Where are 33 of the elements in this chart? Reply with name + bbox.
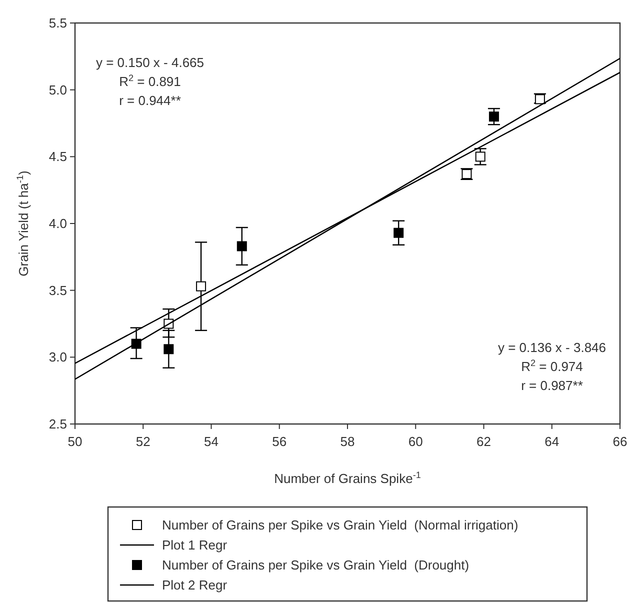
annotation: y = 0.150 x - 4.665 bbox=[96, 55, 204, 70]
legend-label: Plot 1 Regr bbox=[162, 538, 228, 553]
y-tick-label: 3.0 bbox=[48, 350, 67, 365]
annotation: R$^{2}$ = 0.891 bbox=[119, 73, 181, 89]
point bbox=[196, 281, 206, 292]
point bbox=[164, 344, 174, 354]
x-tick-label: 50 bbox=[68, 434, 82, 449]
annotation: r = 0.987** bbox=[521, 378, 583, 393]
x-tick-label: 56 bbox=[272, 434, 287, 449]
annotation: r = 0.944** bbox=[119, 93, 181, 108]
x-tick-label: 58 bbox=[340, 434, 355, 449]
y-tick-label: 5.5 bbox=[48, 16, 67, 31]
x-tick-label: 64 bbox=[544, 434, 560, 449]
y-tick-label: 5.0 bbox=[48, 82, 67, 98]
annotation: y = 0.136 x - 3.846 bbox=[498, 340, 606, 355]
legend-label: Plot 2 Regr bbox=[162, 578, 228, 593]
x-tick-label: 66 bbox=[612, 434, 628, 449]
x-axis-title: Number of Grains Spike$^{-1}$ bbox=[274, 470, 421, 486]
x-tick-label: 54 bbox=[204, 434, 218, 449]
point bbox=[236, 241, 247, 252]
annotation: R$^{2}$ = 0.974 bbox=[521, 358, 583, 374]
x-tick-label: 52 bbox=[136, 434, 150, 449]
y-tick-label: 2.5 bbox=[48, 416, 67, 432]
legend-label: Number of Grains per Spike vs Grain Yield (Normal irrigation) bbox=[162, 518, 518, 533]
y-tick-label: 3.5 bbox=[48, 282, 67, 298]
legend-label: Number of Grains per Spike vs Grain Yield (Drought) bbox=[162, 558, 470, 573]
point bbox=[475, 152, 486, 162]
x-tick-label: 60 bbox=[408, 434, 423, 449]
point bbox=[394, 228, 404, 238]
y-tick-label: 4.5 bbox=[48, 149, 67, 164]
y-tick-label: 4.0 bbox=[48, 216, 67, 232]
point bbox=[488, 112, 499, 122]
x-tick-label: 62 bbox=[476, 434, 491, 449]
